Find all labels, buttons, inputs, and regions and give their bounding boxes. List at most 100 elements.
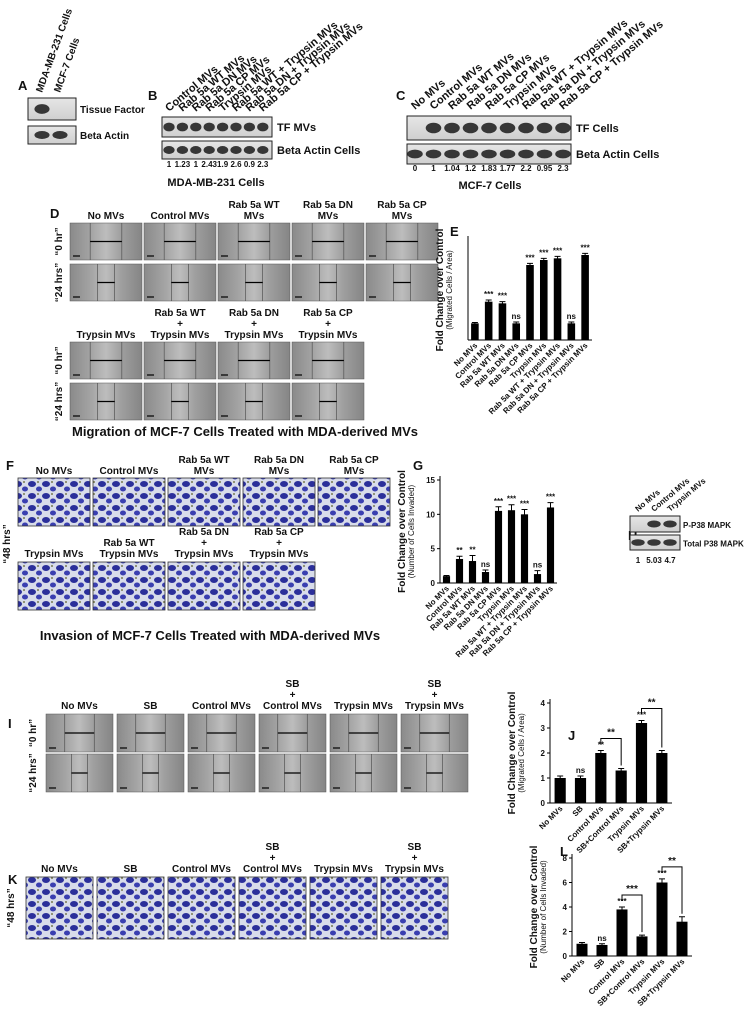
micrograph bbox=[309, 876, 378, 940]
y-tick-label: 5 bbox=[431, 545, 436, 554]
bar bbox=[539, 260, 548, 340]
quantification: 1.77 bbox=[500, 164, 516, 173]
micrograph bbox=[242, 561, 316, 611]
error-bar bbox=[659, 878, 665, 887]
micrograph bbox=[92, 561, 166, 611]
blot-band bbox=[555, 149, 571, 159]
significance: ns bbox=[533, 561, 543, 570]
image-title: Rab 5a DN bbox=[303, 200, 353, 211]
panel-letter: J bbox=[568, 728, 575, 743]
bar bbox=[512, 323, 521, 340]
significance: ** bbox=[456, 546, 463, 555]
error-bar bbox=[499, 301, 506, 305]
quantification: 2.3 bbox=[257, 160, 269, 169]
bar bbox=[494, 510, 503, 583]
quantification: 0 bbox=[413, 164, 418, 173]
time-label: “48 hrs” bbox=[6, 888, 17, 927]
bar bbox=[498, 303, 507, 340]
band-label: Beta Actin Cells bbox=[277, 145, 360, 157]
band-label: TF Cells bbox=[576, 123, 619, 135]
bar bbox=[616, 909, 628, 956]
micrograph bbox=[96, 876, 165, 940]
blot-band bbox=[230, 122, 242, 132]
significance: *** bbox=[546, 493, 556, 502]
quantification: 5.03 bbox=[646, 556, 662, 565]
y-tick-label: 0 bbox=[541, 799, 546, 808]
quantification: 1.83 bbox=[481, 164, 497, 173]
error-bar bbox=[534, 570, 541, 578]
image-title: No MVs bbox=[88, 211, 125, 222]
micrograph bbox=[238, 876, 307, 940]
image-title: MVs bbox=[194, 466, 215, 477]
y-tick-label: 2 bbox=[541, 749, 546, 758]
error-bar bbox=[639, 934, 645, 938]
image-title: Rab 5a CP bbox=[254, 527, 304, 538]
comparison-bracket bbox=[661, 866, 683, 914]
micrograph bbox=[45, 753, 114, 793]
bar bbox=[507, 510, 516, 583]
cell-line-caption: MDA-MB-231 Cells bbox=[167, 177, 264, 189]
blot-band bbox=[647, 520, 661, 528]
comparison-bracket bbox=[641, 708, 663, 748]
blot-band bbox=[190, 122, 202, 132]
time-label: “0 hr” bbox=[28, 719, 39, 747]
micrograph bbox=[167, 876, 236, 940]
y-tick-label: 0 bbox=[563, 952, 568, 961]
image-title: MVs bbox=[244, 211, 265, 222]
micrograph bbox=[167, 561, 241, 611]
image-title: No MVs bbox=[41, 864, 78, 875]
y-axis-label: Fold Change over Control bbox=[507, 691, 518, 814]
blot-band bbox=[631, 539, 645, 546]
x-tick-label: SB bbox=[592, 957, 606, 971]
y-tick-label: 0 bbox=[431, 579, 436, 588]
blot-band bbox=[425, 149, 442, 159]
lane-label: Rab 5a DN + Trypsin MVs bbox=[539, 18, 648, 112]
error-bar bbox=[443, 574, 450, 577]
quantification: 1 bbox=[431, 164, 436, 173]
blot-strip bbox=[27, 125, 77, 145]
y-axis-label: Fold Change over Control bbox=[435, 228, 446, 351]
y-tick-label: 8 bbox=[563, 854, 568, 863]
image-title: Control MVs bbox=[100, 466, 159, 477]
image-title: Rab 5a WT bbox=[178, 455, 229, 466]
bar bbox=[481, 572, 490, 583]
significance: *** bbox=[498, 292, 508, 301]
image-title: Rab 5a WT bbox=[103, 538, 154, 549]
time-label: “48 hrs” bbox=[2, 524, 13, 563]
image-title: Trypsin MVs bbox=[299, 330, 358, 341]
y-axis-label: Fold Change over Control bbox=[397, 470, 408, 593]
blot-band bbox=[663, 539, 677, 546]
significance: ns bbox=[567, 312, 577, 321]
significance: ns bbox=[481, 560, 491, 569]
image-title: Trypsin MVs bbox=[25, 549, 84, 560]
image-title: + bbox=[412, 853, 418, 864]
quantification: 4.7 bbox=[664, 556, 676, 565]
blot-band bbox=[243, 122, 256, 132]
image-title: Rab 5a DN bbox=[179, 527, 229, 538]
blot-band bbox=[203, 146, 215, 154]
y-tick-label: 1 bbox=[541, 774, 546, 783]
image-title: Trypsin MVs bbox=[250, 549, 309, 560]
blot-band bbox=[663, 520, 677, 528]
panel-letter: F bbox=[6, 458, 14, 473]
error-bar bbox=[658, 750, 665, 756]
y-axis-label: Fold Change over Control bbox=[529, 845, 540, 968]
y-axis-sublabel: (Migrated Cells / Area) bbox=[445, 250, 454, 330]
blot-band bbox=[176, 122, 189, 132]
significance: *** bbox=[580, 243, 590, 252]
bar bbox=[533, 574, 542, 583]
time-label: “0 hr” bbox=[54, 227, 65, 255]
image-title: SB bbox=[266, 842, 280, 853]
image-title: Control MVs bbox=[151, 211, 210, 222]
significance: *** bbox=[494, 497, 504, 506]
error-bar bbox=[521, 509, 528, 520]
image-title: Rab 5a WT bbox=[228, 200, 279, 211]
error-bar bbox=[557, 775, 564, 780]
image-title: Trypsin MVs bbox=[100, 549, 159, 560]
image-title: + bbox=[325, 319, 331, 330]
bar bbox=[567, 323, 576, 340]
image-title: Trypsin MVs bbox=[334, 701, 393, 712]
band-label: P-P38 MAPK bbox=[683, 521, 731, 530]
panel-letter: L bbox=[560, 844, 568, 859]
